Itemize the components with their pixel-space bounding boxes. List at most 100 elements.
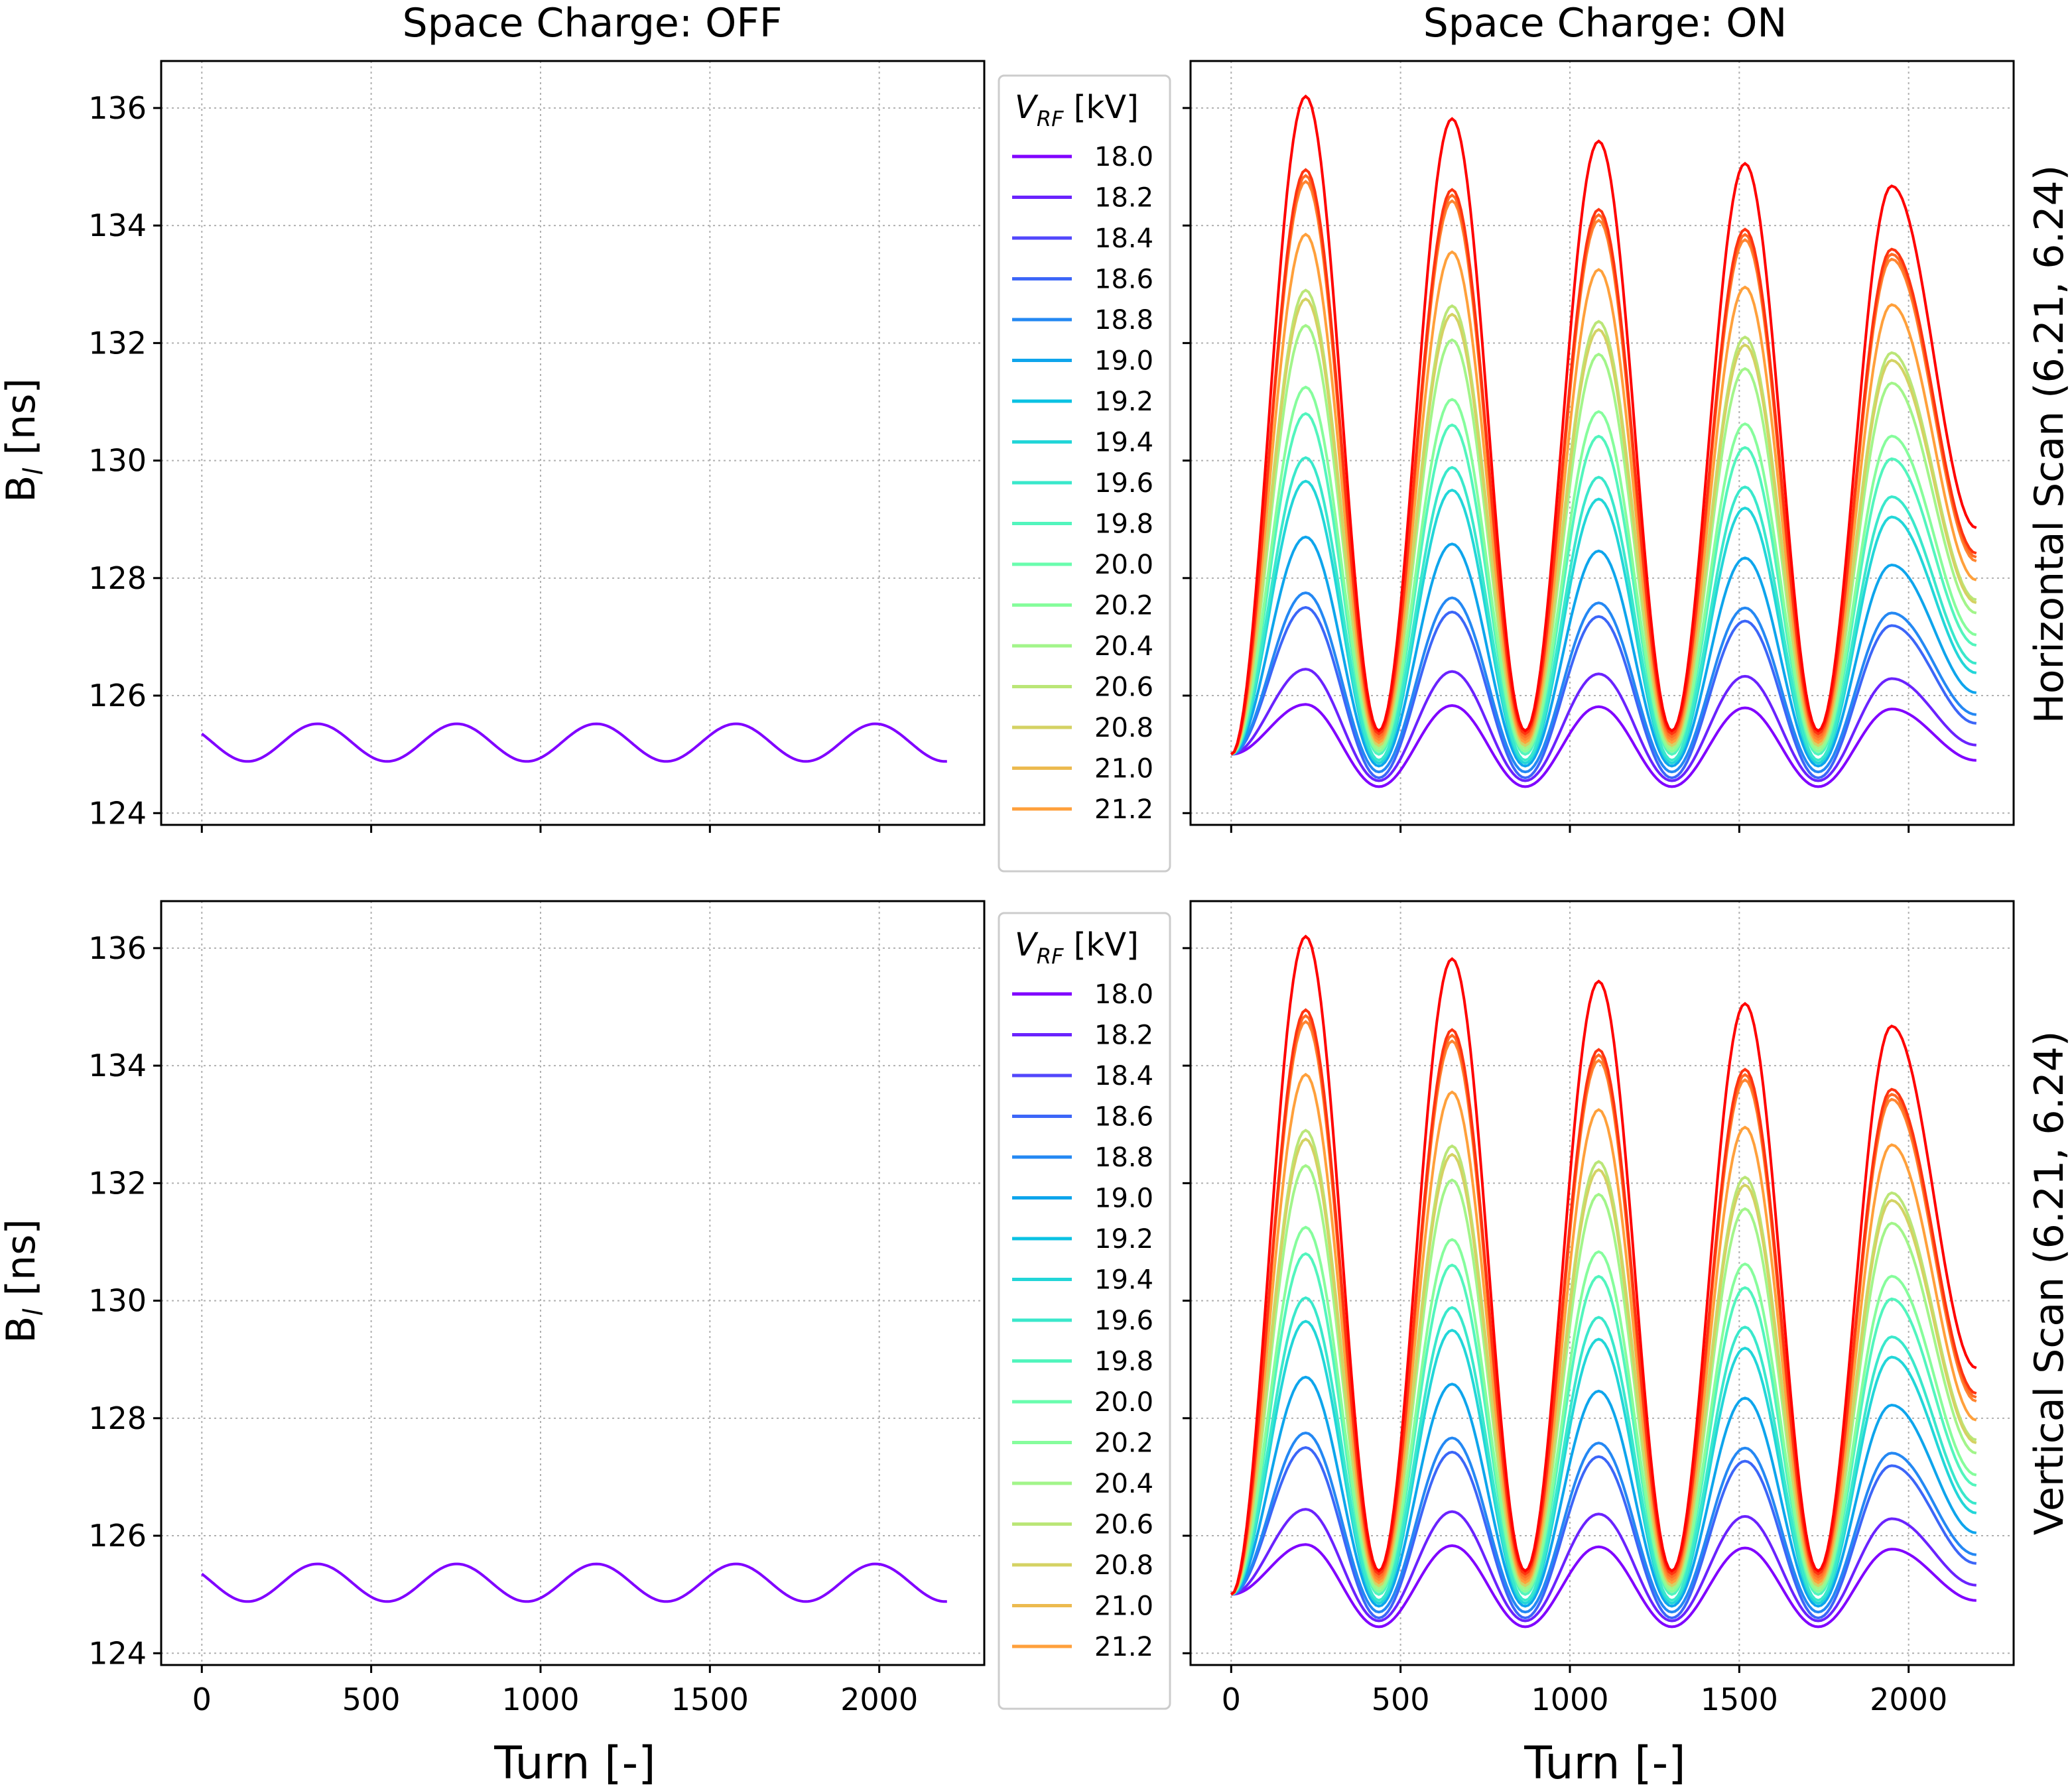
- legend-entry: 18.4: [1094, 223, 1153, 254]
- y-tick-label: 128: [88, 560, 147, 596]
- legend-box: [998, 74, 1171, 873]
- legend-entry: 20.6: [1094, 672, 1153, 703]
- series-line-18.0: [201, 722, 947, 763]
- series-line: [1230, 385, 1977, 756]
- x-axis-label-right: Turn [-]: [1523, 1737, 1685, 1787]
- legend-entry: 20.2: [1094, 591, 1153, 621]
- series-line: [1230, 1137, 1977, 1596]
- legend-entry: 18.2: [1094, 183, 1153, 214]
- legend-entry: 21.2: [1094, 794, 1153, 825]
- series-line: [1230, 934, 1977, 1596]
- y-axis-label-top: Bl [ns]: [0, 378, 49, 502]
- legend-entry: 21.2: [1094, 1632, 1153, 1662]
- axes-frame: [1189, 60, 2015, 826]
- series-line: [1230, 1431, 1977, 1614]
- legend-entry: 18.0: [1094, 142, 1153, 172]
- y-tick-label: 132: [88, 1165, 147, 1201]
- ticks: 0 500 1000 1500 2000: [1183, 947, 1947, 1717]
- series-line: [1231, 1543, 1976, 1629]
- series-line: [1230, 1320, 1977, 1605]
- y-tick-label: 130: [88, 443, 147, 479]
- legend-entry: 19.8: [1094, 1347, 1153, 1377]
- series-line: [1230, 232, 1977, 756]
- panel-vertical-on: 0 500 1000 1500 2000: [1183, 900, 2015, 1717]
- legend-bottom: VRF [kV] 18.0 18.2 18.4 18.6 18.8 19.0 19.2 19.4…: [998, 912, 1171, 1710]
- legend-entry: 19.4: [1094, 1265, 1153, 1296]
- y-tick-label: 126: [88, 1518, 147, 1554]
- x-tick-label: 2000: [1870, 1682, 1947, 1717]
- y-tick-label: 134: [88, 1048, 147, 1083]
- series-line: [1230, 1252, 1977, 1596]
- legend-entry: 19.2: [1094, 387, 1153, 417]
- column-title-on: Space Charge: ON: [1423, 0, 1787, 46]
- legend-entry: 18.4: [1094, 1061, 1153, 1091]
- y-axis-label-bottom: Bl [ns]: [0, 1219, 49, 1343]
- x-tick-label: 1000: [1531, 1682, 1608, 1717]
- legend-entry: 20.6: [1094, 1510, 1153, 1540]
- series-line: [1230, 412, 1977, 756]
- legend-entry: 18.6: [1094, 1102, 1153, 1133]
- legend-entry: 19.0: [1094, 1184, 1153, 1214]
- y-tick-label: 136: [88, 930, 147, 966]
- legend-entry: 21.0: [1094, 754, 1153, 784]
- series-line: [1230, 1296, 1977, 1602]
- series-line: [1230, 1008, 1977, 1596]
- panel-horizontal-off: 124 126 128 130 132 134 136: [88, 60, 986, 833]
- legend-entry: 20.0: [1094, 550, 1153, 580]
- legend-entry: 19.2: [1094, 1224, 1153, 1255]
- row-label-vertical-scan: Vertical Scan (6.21, 6.24): [2026, 1031, 2072, 1536]
- series-line: [1230, 168, 1977, 756]
- ticks: 0 500 1000 1500 2000 124 126 128 130 132 134 136: [88, 930, 918, 1717]
- panel-vertical-off: 0 500 1000 1500 2000 124 126 128 130 132 134 136: [88, 900, 986, 1717]
- panel-horizontal-on: [1183, 60, 2015, 833]
- x-tick-label: 1500: [1701, 1682, 1778, 1717]
- series-line: [1231, 703, 1976, 788]
- x-tick-label: 500: [1372, 1682, 1430, 1717]
- axes-frame: [160, 60, 986, 826]
- legend-entry: 19.8: [1094, 509, 1153, 540]
- x-tick-label: 500: [342, 1682, 401, 1717]
- x-axis-label-left: Turn [-]: [493, 1737, 655, 1787]
- legend-entry: 18.6: [1094, 265, 1153, 295]
- x-tick-label: 1500: [671, 1682, 749, 1717]
- legend-box: [998, 912, 1171, 1710]
- series-line: [1230, 94, 1977, 756]
- legend-entry: 19.4: [1094, 428, 1153, 458]
- legend-top: VRF [kV] 18.0 18.2 18.4 18.6 18.8 19.0 19.2 19.4…: [998, 74, 1171, 873]
- series-line: [1230, 591, 1977, 774]
- legend-entry: 20.4: [1094, 1469, 1153, 1499]
- grid: [1191, 901, 2014, 1665]
- legend-entry: 20.4: [1094, 631, 1153, 662]
- legend-entry: 20.8: [1094, 1550, 1153, 1581]
- series-line: [1230, 456, 1977, 762]
- series-line: [1230, 606, 1977, 780]
- ticks: 124 126 128 130 132 134 136: [88, 90, 881, 833]
- legend-entry: 20.8: [1094, 713, 1153, 743]
- series-line: [1231, 668, 1976, 782]
- y-tick-label: 136: [88, 90, 147, 126]
- series-line-18.0: [201, 1562, 947, 1603]
- series-line: [1230, 535, 1977, 768]
- legend-title: VRF [kV]: [1015, 89, 1139, 131]
- grid: [161, 901, 984, 1665]
- series-line: [1230, 1072, 1977, 1596]
- legend-entry: 18.8: [1094, 305, 1153, 336]
- series-line: [1230, 1446, 1977, 1620]
- y-tick-label: 134: [88, 208, 147, 243]
- x-tick-label: 0: [192, 1682, 212, 1717]
- x-tick-label: 2000: [840, 1682, 918, 1717]
- axes-frame: [1189, 900, 2015, 1666]
- y-tick-label: 130: [88, 1283, 147, 1319]
- legend-entry: 19.6: [1094, 468, 1153, 499]
- grid: [161, 61, 984, 825]
- legend-entry: 20.2: [1094, 1428, 1153, 1459]
- axes-frame: [160, 900, 986, 1666]
- series-line: [1230, 1225, 1977, 1596]
- series-line: [1230, 1375, 1977, 1608]
- legend-entry: 20.0: [1094, 1387, 1153, 1418]
- y-tick-label: 126: [88, 678, 147, 713]
- y-tick-label: 124: [88, 1635, 147, 1671]
- y-tick-label: 132: [88, 325, 147, 361]
- series-line: [1230, 479, 1977, 765]
